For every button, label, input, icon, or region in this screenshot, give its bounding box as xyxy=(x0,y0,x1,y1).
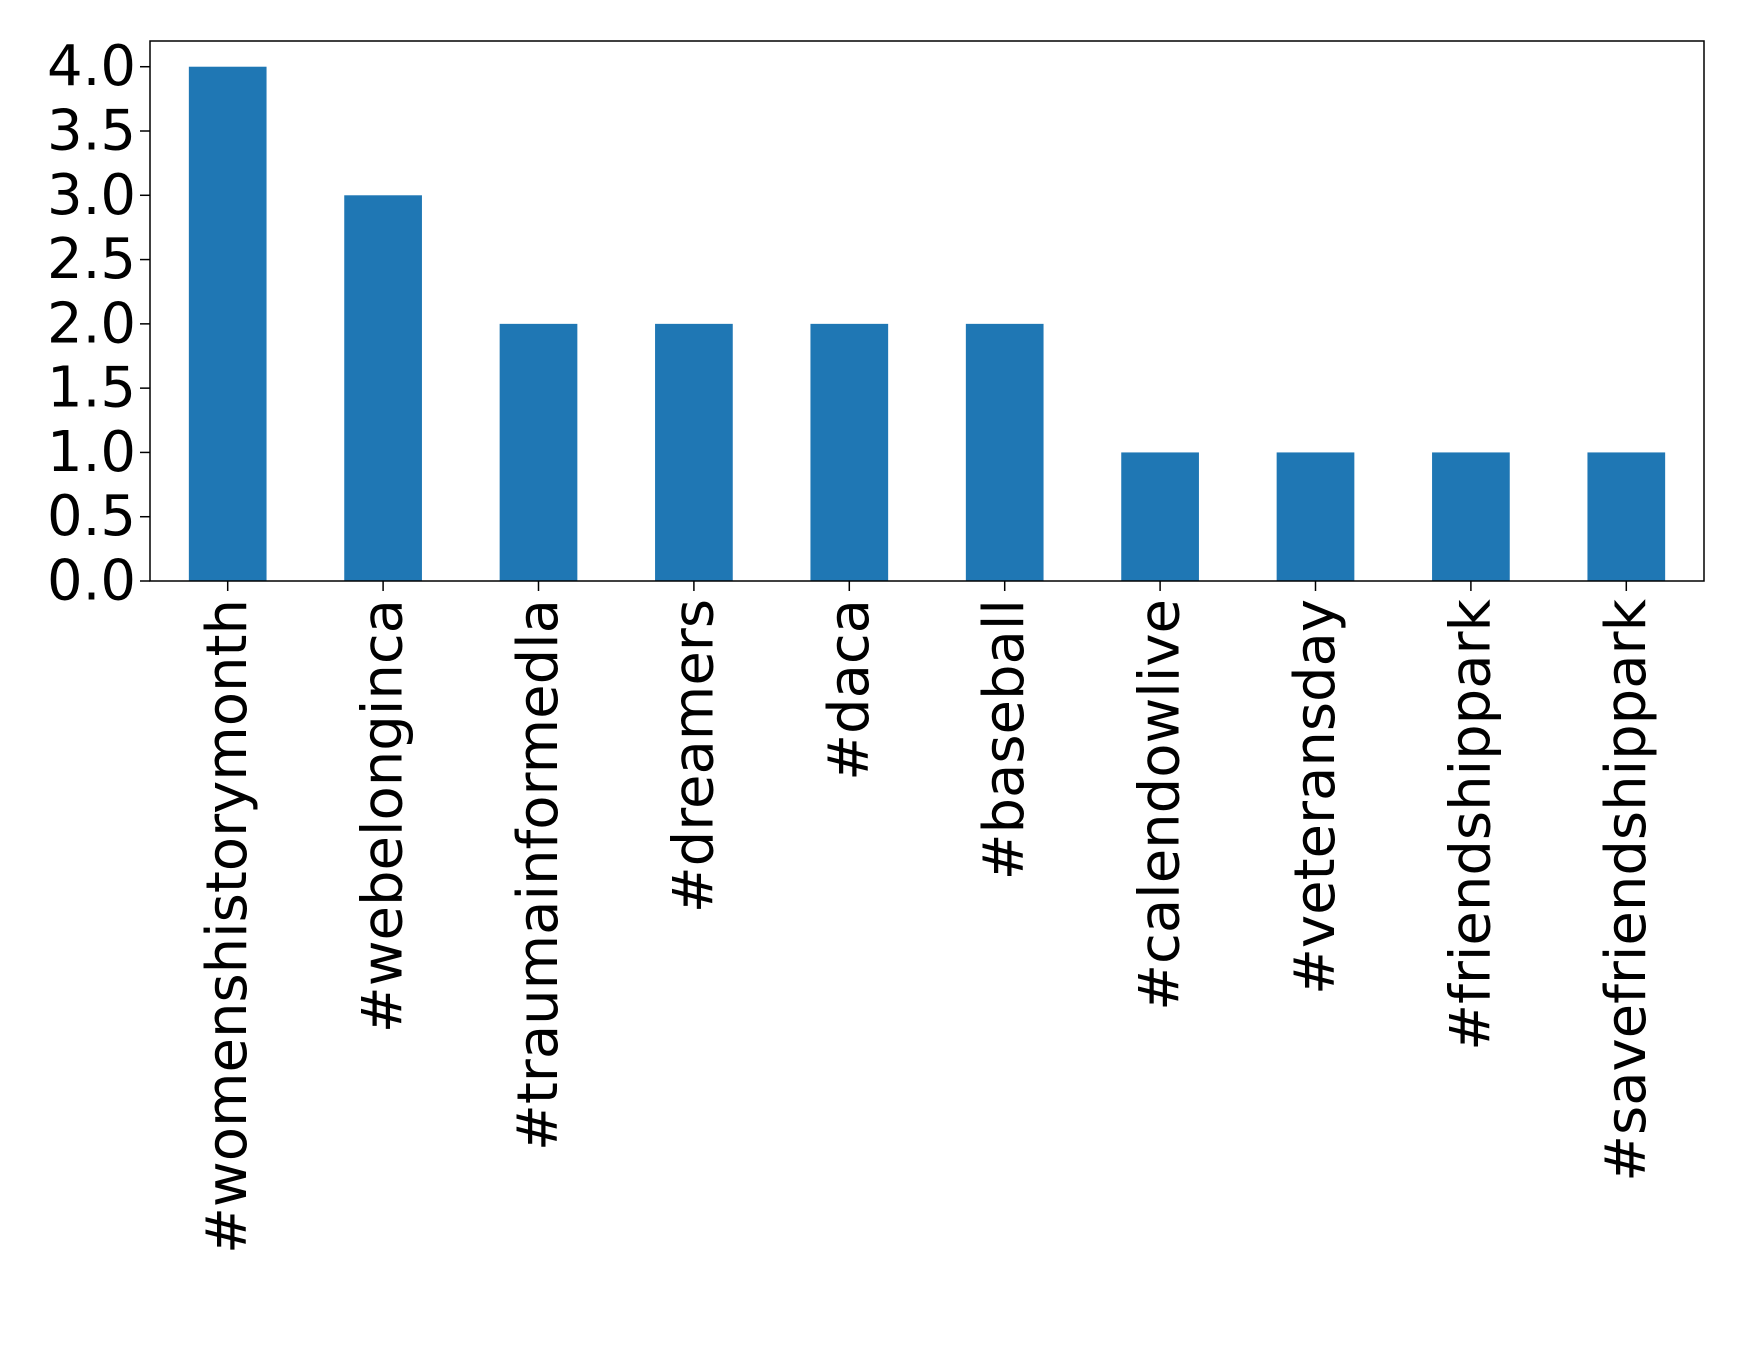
x-axis: #womenshistorymonth #webelonginca #traumai… xyxy=(195,581,1659,1254)
bar xyxy=(1587,452,1666,581)
x-tick-label: #calendowlive xyxy=(1128,599,1193,1011)
y-tick-label: 2.5 xyxy=(47,227,136,292)
y-tick-label: 3.5 xyxy=(47,99,136,164)
x-tick-label: #dreamers xyxy=(661,599,726,913)
x-tick-label: #friendshippark xyxy=(1438,598,1503,1050)
y-tick-label: 1.0 xyxy=(47,420,136,485)
bar xyxy=(499,323,578,581)
x-tick-label: #daca xyxy=(817,599,882,781)
y-tick-label: 0.0 xyxy=(47,549,136,614)
y-tick-label: 4.0 xyxy=(47,34,136,99)
bar xyxy=(188,66,267,581)
x-tick-label: #womenshistorymonth xyxy=(195,599,260,1254)
x-tick-label: #baseball xyxy=(972,599,1037,880)
y-tick-label: 1.5 xyxy=(47,356,136,421)
bar xyxy=(1432,452,1510,581)
bars-group xyxy=(188,66,1666,582)
x-tick-label: #veteransday xyxy=(1283,599,1348,995)
y-axis: 0.00.51.01.52.02.53.03.54.0 xyxy=(47,34,150,614)
x-tick-label: #savefriendshippark xyxy=(1594,598,1659,1181)
x-tick-label: #traumainformedla xyxy=(506,599,571,1151)
bar xyxy=(344,195,422,582)
y-tick-label: 2.0 xyxy=(47,291,136,356)
y-tick-label: 0.5 xyxy=(47,484,136,549)
bar xyxy=(965,323,1044,581)
bar xyxy=(1276,452,1355,581)
bar xyxy=(655,323,733,581)
bar xyxy=(1121,452,1199,581)
y-tick-label: 3.0 xyxy=(47,163,136,228)
plot-frame xyxy=(149,40,1705,582)
bar xyxy=(810,323,889,581)
x-tick-label: #webelonginca xyxy=(351,599,416,1033)
